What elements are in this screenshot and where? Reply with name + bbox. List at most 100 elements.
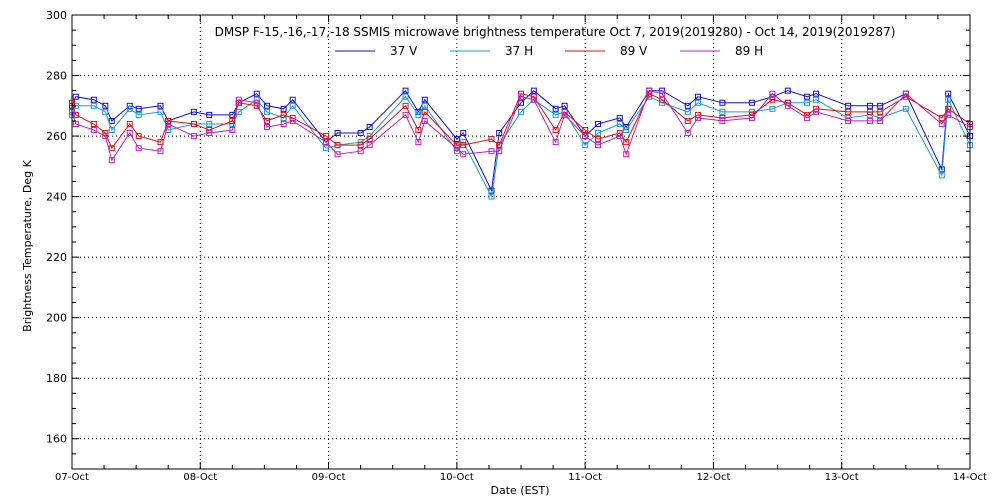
data-point bbox=[253, 90, 260, 97]
data-point bbox=[945, 90, 952, 97]
data-point bbox=[402, 87, 409, 94]
x-tick-label: 08-Oct bbox=[183, 472, 217, 483]
data-point bbox=[695, 114, 702, 121]
data-point bbox=[421, 108, 428, 115]
legend-label: 37 V bbox=[390, 44, 418, 58]
data-point bbox=[108, 145, 115, 152]
data-point bbox=[157, 102, 164, 109]
data-point bbox=[866, 117, 873, 124]
data-point bbox=[488, 193, 495, 200]
data-point bbox=[623, 139, 630, 146]
data-point bbox=[488, 187, 495, 194]
x-tick-label: 11-Oct bbox=[568, 472, 602, 483]
data-point bbox=[748, 114, 755, 121]
data-point bbox=[206, 111, 213, 118]
data-point bbox=[938, 114, 945, 121]
data-point bbox=[659, 90, 666, 97]
data-point bbox=[804, 99, 811, 106]
data-point bbox=[623, 127, 630, 134]
data-point bbox=[938, 120, 945, 127]
data-point bbox=[684, 130, 691, 137]
data-point bbox=[280, 105, 287, 112]
data-point bbox=[594, 130, 601, 137]
data-point bbox=[804, 93, 811, 100]
data-point bbox=[866, 102, 873, 109]
data-point bbox=[719, 99, 726, 106]
data-point bbox=[594, 142, 601, 149]
x-tick-label: 14-Oct bbox=[953, 472, 987, 483]
data-point bbox=[945, 111, 952, 118]
legend: 37 V 37 H 89 V 89 H bbox=[335, 44, 763, 58]
data-point bbox=[582, 142, 589, 149]
data-point bbox=[366, 123, 373, 130]
data-point bbox=[552, 105, 559, 112]
data-point bbox=[102, 133, 109, 140]
data-point bbox=[659, 96, 666, 103]
series-line bbox=[71, 93, 971, 150]
data-point bbox=[229, 117, 236, 124]
data-point bbox=[582, 127, 589, 134]
data-point bbox=[488, 136, 495, 143]
data-point bbox=[784, 102, 791, 109]
y-tick-label: 220 bbox=[46, 251, 67, 264]
series-line bbox=[71, 90, 971, 162]
data-point bbox=[415, 127, 422, 134]
plot-frame bbox=[71, 14, 971, 470]
data-point bbox=[877, 102, 884, 109]
x-tick-label: 09-Oct bbox=[312, 472, 346, 483]
data-point bbox=[813, 90, 820, 97]
data-point bbox=[769, 96, 776, 103]
data-point bbox=[813, 105, 820, 112]
data-point bbox=[518, 108, 524, 115]
data-point bbox=[902, 90, 909, 97]
data-point bbox=[845, 102, 852, 109]
data-point bbox=[357, 130, 364, 137]
data-point bbox=[518, 93, 524, 100]
data-point bbox=[616, 120, 623, 127]
data-point bbox=[289, 102, 296, 109]
data-point bbox=[695, 99, 702, 106]
data-point bbox=[135, 145, 142, 152]
data-point bbox=[845, 108, 852, 115]
x-axis-label: Date (EST) bbox=[490, 484, 549, 497]
data-point bbox=[415, 139, 422, 146]
data-point bbox=[102, 108, 109, 115]
chart-title: DMSP F-15,-16,-17,-18 SSMIS microwave br… bbox=[215, 25, 896, 39]
data-point bbox=[366, 142, 373, 149]
legend-label: 89 V bbox=[620, 44, 648, 58]
data-point bbox=[135, 133, 142, 140]
data-point bbox=[126, 120, 133, 127]
y-tick-label: 180 bbox=[46, 372, 67, 385]
data-point bbox=[289, 96, 296, 103]
data-point bbox=[190, 133, 197, 140]
legend-label: 37 H bbox=[505, 44, 533, 58]
data-point bbox=[421, 96, 428, 103]
x-tick-label: 10-Oct bbox=[440, 472, 474, 483]
data-point bbox=[289, 117, 296, 124]
data-point bbox=[938, 172, 945, 179]
data-point bbox=[877, 108, 884, 115]
data-point bbox=[366, 136, 373, 143]
data-point bbox=[126, 105, 133, 112]
data-point bbox=[804, 114, 811, 121]
data-point bbox=[402, 102, 409, 109]
data-point bbox=[552, 111, 559, 118]
data-point bbox=[90, 96, 97, 103]
data-point bbox=[488, 148, 495, 155]
y-tick-label: 260 bbox=[46, 130, 67, 143]
data-point bbox=[784, 87, 791, 94]
data-point bbox=[263, 108, 270, 115]
data-point bbox=[108, 127, 115, 134]
data-point bbox=[334, 130, 341, 137]
data-point bbox=[945, 96, 952, 103]
data-point bbox=[594, 136, 601, 143]
data-point bbox=[126, 130, 133, 137]
data-point bbox=[659, 87, 666, 94]
data-point bbox=[72, 120, 79, 127]
data-point bbox=[594, 120, 601, 127]
data-point bbox=[323, 133, 330, 140]
series-89-h bbox=[69, 87, 973, 164]
data-point bbox=[616, 114, 623, 121]
data-point bbox=[695, 93, 702, 100]
